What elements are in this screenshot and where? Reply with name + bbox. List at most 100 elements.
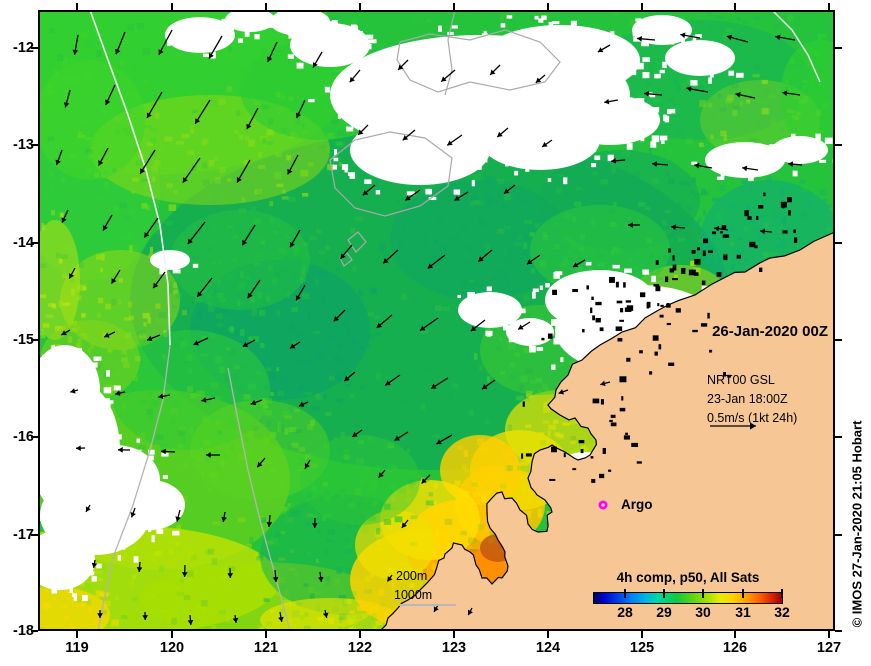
ocean-noise — [156, 227, 163, 231]
sst-speckle — [326, 538, 333, 543]
sst-speckle — [53, 343, 61, 348]
cloud-speckle — [513, 108, 521, 115]
sst-speckle — [123, 363, 128, 369]
sst-speckle — [425, 232, 430, 238]
sst-speckle — [579, 185, 583, 190]
colorbar-tick-label: 28 — [617, 604, 633, 620]
island — [754, 245, 758, 249]
cloud-speckle — [118, 434, 122, 440]
sst-speckle — [772, 206, 777, 212]
sst-speckle — [177, 627, 184, 631]
cloud-speckle — [585, 261, 592, 266]
island — [620, 307, 624, 313]
sst-speckle — [710, 134, 714, 140]
cloud-speckle — [172, 530, 180, 536]
ocean-noise — [349, 591, 357, 596]
sst-speckle — [807, 201, 813, 206]
ocean-noise — [408, 479, 416, 485]
sst-speckle — [813, 105, 818, 109]
cloud-speckle — [506, 15, 513, 19]
sst-speckle — [176, 524, 182, 531]
sst-speckle — [310, 512, 318, 518]
sst-speckle — [498, 191, 503, 198]
sst-speckle — [215, 177, 221, 184]
sst-speckle — [302, 264, 306, 270]
island — [619, 407, 626, 412]
cloud-speckle — [51, 345, 56, 350]
current-vector-head — [187, 238, 193, 245]
cloud-speckle — [89, 362, 98, 368]
island — [666, 303, 671, 308]
sst-speckle — [148, 391, 152, 396]
sst-speckle — [728, 225, 735, 233]
sst-speckle — [212, 521, 217, 525]
sst-speckle — [656, 196, 664, 201]
sst-speckle — [370, 606, 378, 611]
ocean-noise — [158, 18, 167, 23]
sst-speckle — [272, 278, 277, 285]
current-vector-head — [161, 448, 166, 455]
ocean-noise — [206, 399, 211, 405]
ocean-noise — [315, 361, 322, 367]
sst-speckle — [378, 242, 387, 250]
sst-speckle — [507, 450, 512, 458]
sst-speckle — [503, 479, 508, 484]
sst-speckle — [690, 190, 695, 194]
sst-speckle — [317, 616, 324, 621]
sst-speckle — [103, 170, 108, 178]
cloud-speckle — [308, 99, 315, 103]
sst-speckle — [288, 427, 297, 433]
sst-speckle — [62, 273, 68, 279]
sst-speckle — [699, 100, 707, 108]
ocean-noise — [316, 228, 322, 234]
cloud-speckle — [72, 474, 76, 481]
sst-speckle — [183, 463, 188, 468]
sst-speckle — [131, 190, 135, 194]
ocean-noise — [470, 548, 478, 553]
sst-speckle — [270, 461, 275, 467]
island — [615, 326, 623, 331]
sst-speckle — [504, 456, 512, 463]
ocean-noise — [410, 541, 418, 546]
sst-speckle — [633, 171, 640, 178]
sst-speckle — [406, 448, 411, 454]
ocean-noise — [694, 193, 701, 198]
ocean-noise — [141, 178, 148, 182]
island — [655, 286, 661, 292]
sst-speckle — [764, 111, 770, 118]
sst-speckle — [321, 515, 326, 522]
current-vector-head — [490, 69, 496, 75]
island — [639, 292, 646, 298]
ocean-noise — [85, 148, 93, 154]
ocean-noise — [203, 89, 208, 97]
sst-speckle — [580, 445, 587, 452]
sst-speckle — [121, 349, 127, 355]
cloud-speckle — [461, 40, 466, 47]
ocean-noise — [716, 212, 722, 220]
ocean-noise — [503, 193, 511, 201]
sst-speckle — [665, 172, 670, 177]
ocean-noise — [172, 304, 177, 309]
sst-speckle — [365, 499, 372, 506]
cloud-speckle — [554, 334, 559, 341]
sst-speckle — [294, 408, 300, 413]
sst-speckle — [219, 298, 227, 302]
ocean-noise — [339, 613, 347, 620]
sst-speckle — [58, 258, 63, 264]
island — [631, 442, 639, 447]
ocean-noise — [420, 404, 426, 410]
sst-speckle — [169, 622, 175, 628]
ocean-noise — [411, 19, 418, 24]
cloud-speckle — [438, 25, 442, 32]
sst-speckle — [470, 248, 474, 254]
island — [694, 272, 699, 276]
current-vector-head — [91, 562, 98, 568]
island — [659, 314, 664, 318]
sst-speckle — [704, 131, 711, 135]
sst-speckle — [57, 190, 65, 194]
ocean-noise — [96, 309, 101, 315]
sst-speckle — [153, 160, 161, 166]
cloud-speckle — [112, 445, 120, 452]
bathymetry-contour — [347, 231, 367, 253]
ocean-noise — [669, 43, 678, 49]
